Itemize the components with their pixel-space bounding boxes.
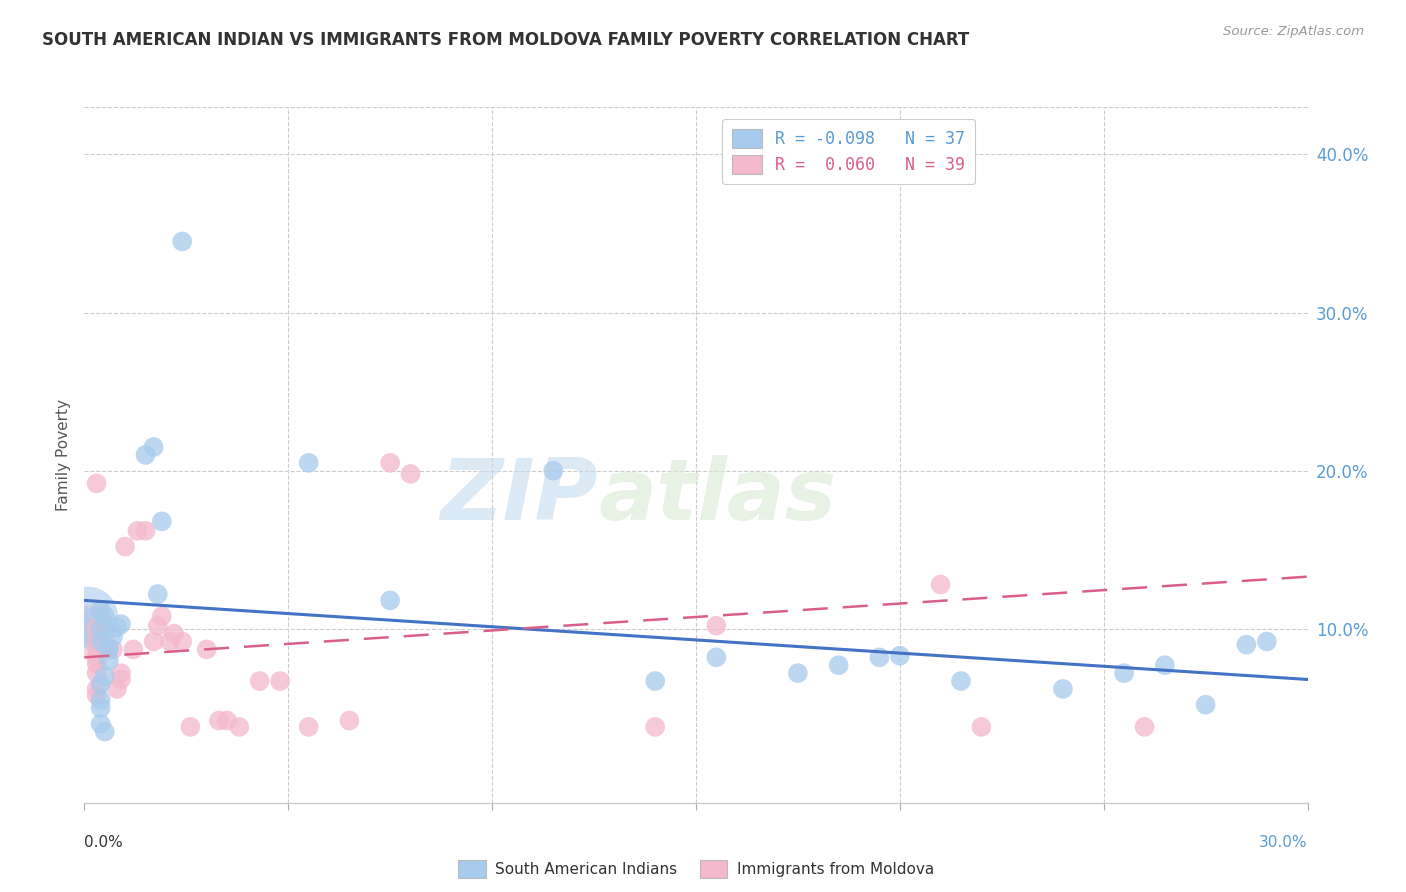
Point (1114, 666, 1136, 681)
Point (298, 720, 321, 734)
Point (146, 587, 169, 601)
Text: SOUTH AMERICAN INDIAN VS IMMIGRANTS FROM MOLDOVA FAMILY POVERTY CORRELATION CHAR: SOUTH AMERICAN INDIAN VS IMMIGRANTS FROM… (42, 31, 969, 49)
Point (706, 650, 728, 665)
Point (929, 577, 952, 591)
Point (122, 642, 145, 657)
Point (90, 677, 112, 691)
Point (339, 714, 361, 728)
Point (179, 720, 201, 734)
Point (142, 634, 165, 648)
Point (1154, 658, 1177, 673)
Point (105, 681, 128, 696)
Text: ZIP: ZIP (440, 455, 598, 538)
Point (90, 622, 112, 636)
Point (135, 524, 157, 538)
Point (86, 681, 108, 696)
Point (93, 724, 117, 739)
Point (172, 235, 194, 249)
Point (869, 650, 891, 665)
Point (1256, 634, 1278, 648)
Y-axis label: Family Poverty: Family Poverty (56, 399, 72, 511)
Point (86, 650, 108, 665)
Point (93, 609, 117, 624)
Point (93, 669, 117, 683)
Point (828, 658, 851, 673)
Point (380, 593, 402, 607)
Point (90, 701, 112, 715)
Point (86, 688, 108, 702)
Point (159, 634, 181, 648)
Legend: South American Indians, Immigrants from Moldova: South American Indians, Immigrants from … (450, 853, 942, 886)
Point (399, 467, 422, 481)
Point (1133, 720, 1156, 734)
Point (644, 720, 666, 734)
Point (86, 666, 108, 681)
Point (86, 476, 108, 491)
Point (208, 714, 231, 728)
Point (380, 456, 402, 470)
Point (706, 618, 728, 632)
Point (1195, 698, 1218, 712)
Point (889, 648, 911, 663)
Point (543, 464, 565, 478)
Point (127, 524, 149, 538)
Point (114, 540, 136, 554)
Point (110, 673, 132, 687)
Point (970, 720, 993, 734)
Point (269, 674, 291, 689)
Point (110, 666, 132, 681)
Point (1052, 681, 1074, 696)
Point (90, 716, 112, 731)
Text: 0.0%: 0.0% (84, 836, 124, 850)
Point (90, 634, 112, 648)
Point (86, 640, 108, 655)
Text: 30.0%: 30.0% (1260, 836, 1308, 850)
Point (90, 693, 112, 707)
Point (787, 666, 810, 681)
Point (97, 642, 120, 657)
Point (150, 609, 173, 624)
Point (82, 622, 104, 636)
Point (90, 603, 112, 617)
Point (97, 653, 120, 667)
Point (110, 617, 132, 632)
Point (142, 440, 165, 454)
Point (86, 622, 108, 636)
Point (249, 674, 271, 689)
Point (195, 642, 218, 657)
Point (150, 514, 173, 528)
Point (217, 714, 239, 728)
Point (97, 640, 120, 655)
Point (101, 630, 124, 644)
Point (105, 620, 128, 634)
Point (101, 642, 124, 657)
Point (77, 625, 100, 640)
Point (135, 448, 157, 462)
Point (298, 456, 321, 470)
Point (644, 674, 666, 689)
Point (86, 634, 108, 648)
Point (172, 634, 194, 648)
Text: atlas: atlas (598, 455, 837, 538)
Text: Source: ZipAtlas.com: Source: ZipAtlas.com (1223, 25, 1364, 38)
Point (86, 657, 108, 671)
Point (163, 626, 186, 640)
Point (77, 609, 100, 624)
Point (950, 674, 973, 689)
Point (146, 618, 169, 632)
Point (1236, 638, 1258, 652)
Point (228, 720, 250, 734)
